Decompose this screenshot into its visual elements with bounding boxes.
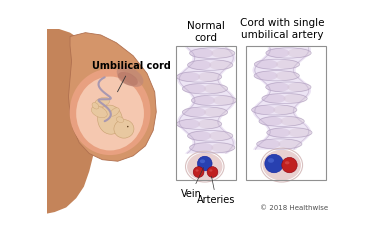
Ellipse shape xyxy=(285,161,290,164)
Ellipse shape xyxy=(266,48,290,58)
Ellipse shape xyxy=(190,48,213,58)
Ellipse shape xyxy=(188,60,211,70)
Ellipse shape xyxy=(116,117,124,122)
Ellipse shape xyxy=(211,48,235,58)
Ellipse shape xyxy=(283,94,307,103)
Ellipse shape xyxy=(82,75,128,137)
Ellipse shape xyxy=(91,106,107,118)
Text: Vein: Vein xyxy=(180,168,204,199)
Ellipse shape xyxy=(254,71,278,81)
Ellipse shape xyxy=(110,108,119,116)
Text: Umbilical cord: Umbilical cord xyxy=(92,61,170,92)
Ellipse shape xyxy=(268,158,274,163)
Ellipse shape xyxy=(254,60,278,69)
Ellipse shape xyxy=(276,60,300,69)
Circle shape xyxy=(207,167,218,177)
Ellipse shape xyxy=(204,84,228,94)
Polygon shape xyxy=(68,33,156,161)
Ellipse shape xyxy=(176,119,200,129)
Polygon shape xyxy=(252,47,311,150)
Ellipse shape xyxy=(204,107,228,117)
Polygon shape xyxy=(47,29,97,214)
Ellipse shape xyxy=(211,143,235,153)
Polygon shape xyxy=(177,47,236,154)
Ellipse shape xyxy=(262,94,286,103)
Ellipse shape xyxy=(252,105,275,115)
Ellipse shape xyxy=(266,82,289,92)
Text: © 2018 Healthwise: © 2018 Healthwise xyxy=(260,205,328,211)
Ellipse shape xyxy=(262,150,301,180)
Ellipse shape xyxy=(118,72,138,86)
Ellipse shape xyxy=(76,77,144,150)
Ellipse shape xyxy=(287,82,311,92)
Ellipse shape xyxy=(92,102,99,109)
Text: Arteries: Arteries xyxy=(197,176,236,205)
Ellipse shape xyxy=(187,153,223,180)
Ellipse shape xyxy=(190,143,213,153)
Ellipse shape xyxy=(276,71,299,81)
Ellipse shape xyxy=(209,131,233,141)
Circle shape xyxy=(198,156,212,171)
Ellipse shape xyxy=(117,66,144,87)
Ellipse shape xyxy=(278,139,302,149)
Ellipse shape xyxy=(280,116,304,126)
Ellipse shape xyxy=(200,159,205,163)
Ellipse shape xyxy=(288,128,312,138)
Ellipse shape xyxy=(209,169,212,172)
Ellipse shape xyxy=(198,119,222,129)
Ellipse shape xyxy=(98,105,123,134)
Circle shape xyxy=(193,167,204,177)
Text: Cord with single
umbilical artery: Cord with single umbilical artery xyxy=(240,18,324,40)
Bar xyxy=(176,46,236,180)
Ellipse shape xyxy=(259,116,283,126)
Ellipse shape xyxy=(256,139,280,149)
Ellipse shape xyxy=(191,95,215,105)
Ellipse shape xyxy=(182,107,206,117)
Ellipse shape xyxy=(198,72,222,82)
Ellipse shape xyxy=(267,128,290,138)
Ellipse shape xyxy=(209,60,233,70)
Text: Normal
cord: Normal cord xyxy=(187,21,225,43)
Ellipse shape xyxy=(70,69,151,155)
Circle shape xyxy=(127,126,128,127)
Bar xyxy=(245,46,326,180)
Ellipse shape xyxy=(213,95,237,105)
Bar xyxy=(176,46,236,180)
Ellipse shape xyxy=(195,169,199,172)
Ellipse shape xyxy=(287,48,311,58)
Ellipse shape xyxy=(273,105,297,115)
Bar xyxy=(245,46,326,180)
Ellipse shape xyxy=(182,84,206,94)
Circle shape xyxy=(265,154,283,173)
Circle shape xyxy=(282,157,297,173)
Ellipse shape xyxy=(188,131,211,141)
Ellipse shape xyxy=(176,72,200,82)
Ellipse shape xyxy=(95,97,110,107)
Ellipse shape xyxy=(114,120,134,138)
